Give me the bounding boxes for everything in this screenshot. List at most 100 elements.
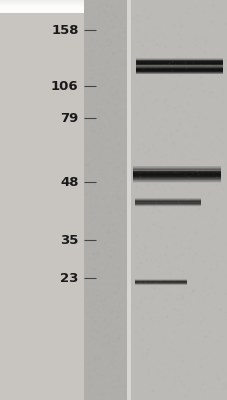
Bar (135, 65, 222, 66)
Bar (0, 0, 84, 7)
Bar (0, 1, 84, 8)
Bar (0, 4, 84, 11)
Bar (131, 0, 227, 400)
Bar (0, 2, 84, 8)
Bar (135, 66, 222, 67)
Bar (133, 181, 220, 182)
Bar (135, 60, 222, 61)
Bar (133, 178, 220, 179)
Bar (126, 0, 131, 400)
Bar (0, 2, 84, 9)
Bar (133, 176, 220, 177)
Bar (134, 205, 200, 206)
Bar (133, 166, 220, 167)
Bar (135, 66, 222, 67)
Bar (0, 2, 84, 8)
Bar (0, 6, 84, 12)
Bar (84, 0, 126, 400)
Bar (134, 200, 200, 201)
Bar (133, 175, 220, 176)
Bar (135, 72, 222, 73)
Bar (0, 6, 84, 13)
Bar (134, 201, 200, 202)
Bar (135, 62, 222, 63)
Bar (135, 61, 222, 62)
Bar (134, 284, 186, 285)
Bar (134, 280, 186, 281)
Bar (135, 63, 222, 64)
Bar (134, 284, 186, 285)
Bar (135, 66, 222, 67)
Bar (0, 0, 84, 7)
Bar (133, 173, 220, 174)
Bar (0, 4, 84, 10)
Bar (0, 5, 84, 12)
Bar (134, 282, 186, 283)
Text: 35: 35 (60, 234, 78, 246)
Bar (134, 283, 186, 284)
Bar (134, 201, 200, 202)
Bar (0, 1, 84, 8)
Bar (134, 198, 200, 199)
Bar (135, 72, 222, 73)
Bar (134, 200, 200, 201)
Bar (0, 2, 84, 9)
Bar (135, 71, 222, 72)
Bar (134, 202, 200, 203)
Bar (134, 198, 200, 199)
Bar (135, 66, 222, 67)
Bar (134, 204, 200, 205)
Text: 106: 106 (51, 80, 78, 92)
Bar (134, 281, 186, 282)
Bar (135, 71, 222, 72)
Bar (135, 73, 222, 74)
Bar (133, 180, 220, 181)
Bar (135, 61, 222, 62)
Bar (135, 70, 222, 71)
Bar (0, 4, 84, 11)
Bar (133, 169, 220, 170)
Bar (135, 66, 222, 67)
Bar (133, 168, 220, 169)
Bar (0, 0, 84, 7)
Bar (134, 202, 200, 203)
Bar (0, 3, 84, 9)
Bar (135, 67, 222, 68)
Bar (0, 6, 84, 12)
Bar (0, 6, 84, 13)
Bar (133, 169, 220, 170)
Bar (0, 4, 84, 11)
Bar (134, 204, 200, 205)
Bar (0, 6, 84, 13)
Bar (0, 2, 84, 8)
Bar (0, 2, 84, 8)
Bar (135, 69, 222, 70)
Bar (133, 170, 220, 171)
Bar (134, 280, 186, 281)
Bar (135, 68, 222, 69)
Bar (134, 282, 186, 283)
Bar (0, 3, 84, 10)
Bar (134, 201, 200, 202)
Bar (134, 281, 186, 282)
Bar (133, 180, 220, 181)
Bar (0, 4, 84, 11)
Bar (0, 1, 84, 8)
Bar (0, 1, 84, 8)
Bar (135, 65, 222, 66)
Bar (135, 69, 222, 70)
Bar (134, 280, 186, 281)
Bar (0, 3, 84, 10)
Bar (0, 0, 84, 7)
Bar (135, 61, 222, 62)
Bar (135, 67, 222, 68)
Bar (135, 68, 222, 69)
Bar (135, 70, 222, 71)
Bar (0, 0, 84, 7)
Bar (135, 63, 222, 64)
Bar (0, 6, 84, 13)
Bar (135, 70, 222, 71)
Bar (133, 168, 220, 169)
Bar (135, 68, 222, 69)
Bar (0, 3, 84, 10)
